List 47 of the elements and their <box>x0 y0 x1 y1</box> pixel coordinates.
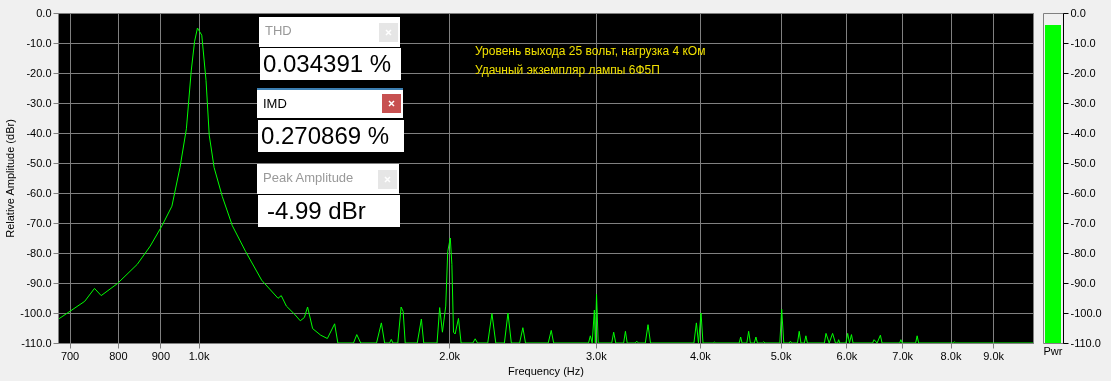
y-tick-label: -90.0 <box>26 276 52 289</box>
y-tick-label: -100.0 <box>1070 306 1102 319</box>
x-tick-label: 1.0k <box>188 349 210 362</box>
y-tick-label: -50.0 <box>26 156 52 169</box>
y-tick-label: -110.0 <box>1070 336 1101 349</box>
panel-header: IMD <box>257 88 403 118</box>
x-tick-label: 4.0k <box>689 349 712 362</box>
x-tick-label: 7.0k <box>892 349 914 362</box>
y-tick-label: -90.0 <box>1070 276 1096 289</box>
y-tick-label: -30.0 <box>1070 96 1096 109</box>
y-tick-label: -60.0 <box>1070 186 1096 199</box>
y-tick-label: 0.0 <box>36 6 52 19</box>
y-tick-label: -70.0 <box>1070 216 1096 229</box>
x-tick-label: Pwr <box>1043 344 1063 357</box>
x-tick-label: 900 <box>151 349 171 362</box>
y-axis-title: Relative Amplitude (dBr) <box>4 119 17 238</box>
y-tick-label: -80.0 <box>26 246 52 259</box>
y-tick-label: -10.0 <box>26 36 52 49</box>
x-tick-label: 6.0k <box>836 349 858 362</box>
x-tick-label: 9.0k <box>983 349 1005 362</box>
y-tick-label: -60.0 <box>26 186 52 199</box>
x-tick-label: 8.0k <box>940 349 962 362</box>
y-tick-label: -100.0 <box>20 306 52 319</box>
y-tick-label: -30.0 <box>26 96 52 109</box>
readout-field: 0.034391 % <box>260 48 401 80</box>
y-tick-label: -20.0 <box>1070 66 1096 79</box>
readout-field: -4.99 dBr <box>258 195 400 227</box>
x-tick-label: 700 <box>60 349 80 362</box>
x-tick-label: 2.0k <box>439 349 461 362</box>
x-axis-title: Frequency (Hz) <box>508 364 584 377</box>
readout-field: 0.270869 % <box>258 120 404 152</box>
y-tick-label: -40.0 <box>26 126 52 139</box>
panel-header: Peak Amplitude <box>257 164 399 194</box>
y-tick-label: -10.0 <box>1070 36 1096 49</box>
y-tick-label: -50.0 <box>1070 156 1096 169</box>
y-tick-label: -80.0 <box>1070 246 1096 259</box>
y-tick-label: -40.0 <box>1070 126 1096 139</box>
y-tick-label: -20.0 <box>26 66 52 79</box>
y-tick-label: 0.0 <box>1070 6 1086 19</box>
panel-header: THD <box>259 17 400 47</box>
x-tick-label: 3.0k <box>585 349 608 362</box>
x-tick-label: 800 <box>109 349 128 362</box>
annotation: Уровень выхода 25 вольт, нагрузка 4 кОм <box>475 44 706 58</box>
y-tick-label: -110.0 <box>21 336 52 349</box>
y-tick-label: -70.0 <box>26 216 52 229</box>
x-tick-label: 5.0k <box>770 349 792 362</box>
annotation: Удачный экземпляр лампы 6Ф5П <box>475 63 660 77</box>
